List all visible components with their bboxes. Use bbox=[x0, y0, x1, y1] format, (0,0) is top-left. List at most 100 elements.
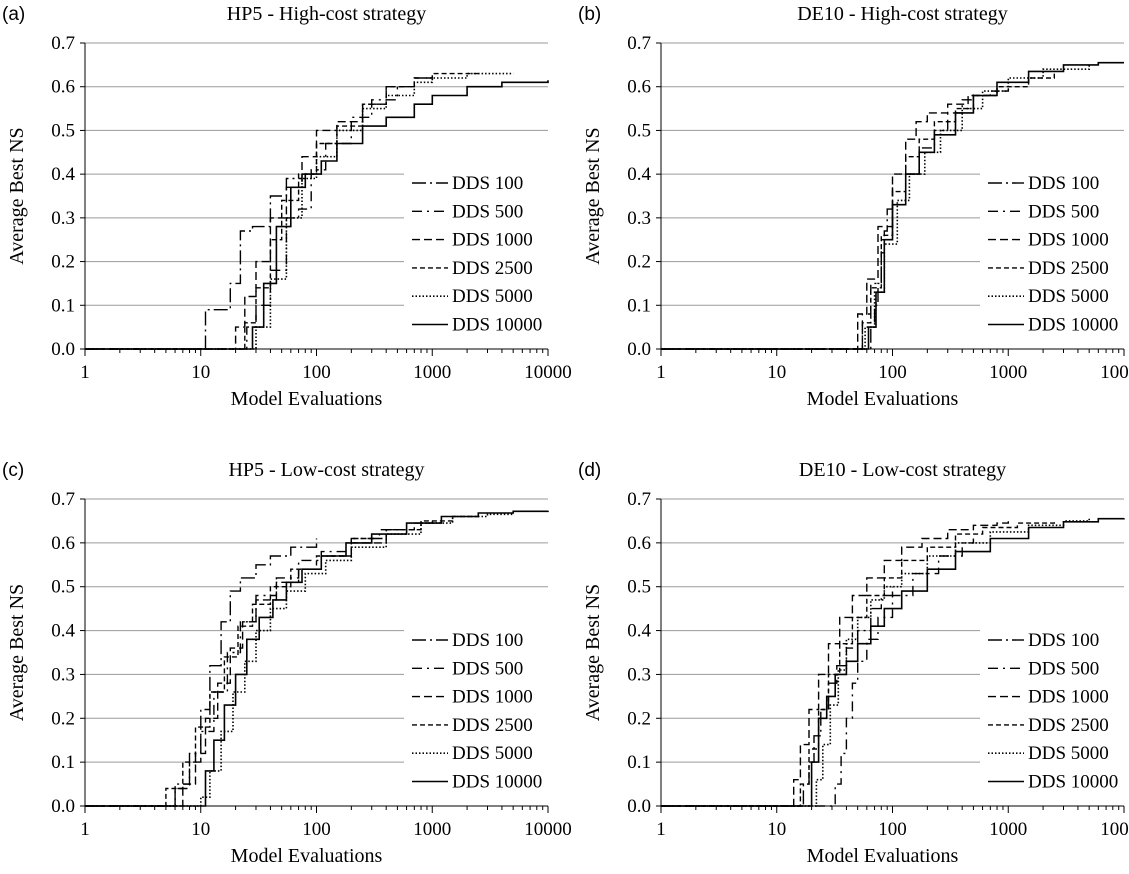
y-axis-label: Average Best NS bbox=[6, 584, 28, 721]
legend-entry: DDS 1000 bbox=[1028, 687, 1109, 708]
y-tick-label: 0.6 bbox=[627, 77, 651, 98]
legend-entry: DDS 5000 bbox=[1028, 743, 1109, 764]
x-tick-label: 10 bbox=[191, 362, 210, 383]
y-tick-label: 0.2 bbox=[51, 252, 75, 273]
y-tick-label: 0.7 bbox=[51, 489, 75, 510]
legend-entry: DDS 100 bbox=[1028, 630, 1099, 651]
chart-panel-3: 0.0 0.1 0.2 0.3 0.4 0.5 0.6 0.7 1 10 100 1000 10000 H… bbox=[2, 459, 572, 867]
legend-entry: DDS 1000 bbox=[1028, 230, 1109, 251]
y-tick-label: 0.4 bbox=[51, 164, 75, 185]
series-line-dds-10000 bbox=[85, 80, 549, 350]
y-tick-label: 0.4 bbox=[627, 621, 651, 642]
legend-entry: DDS 1000 bbox=[452, 230, 533, 251]
y-tick-label: 0.0 bbox=[51, 796, 75, 817]
x-tick-label: 10000 bbox=[524, 819, 572, 840]
series-line-dds-5000 bbox=[85, 72, 514, 350]
legend-entry: DDS 10000 bbox=[1028, 315, 1118, 336]
legend-entry: DDS 500 bbox=[452, 658, 523, 679]
series-line-dds-1000 bbox=[661, 86, 1009, 350]
y-tick-label: 0.4 bbox=[51, 621, 75, 642]
y-tick-label: 0.4 bbox=[627, 164, 651, 185]
series-line-dds-10000 bbox=[661, 517, 1125, 807]
y-tick-label: 0.3 bbox=[51, 664, 75, 685]
x-tick-label: 1 bbox=[656, 362, 666, 383]
y-tick-label: 0.2 bbox=[51, 708, 75, 729]
x-tick-label: 1 bbox=[656, 819, 666, 840]
series-line-dds-100 bbox=[661, 187, 894, 350]
x-axis-label: Model Evaluations bbox=[807, 388, 959, 410]
y-tick-label: 0.7 bbox=[51, 33, 75, 54]
x-axis-label: Model Evaluations bbox=[231, 845, 383, 867]
legend-entry: DDS 500 bbox=[452, 201, 523, 222]
y-tick-label: 0.6 bbox=[51, 77, 75, 98]
series-line-dds-10000 bbox=[661, 61, 1124, 350]
y-tick-label: 0.3 bbox=[51, 208, 75, 229]
series-line-dds-100 bbox=[85, 538, 318, 807]
series-line-dds-2500 bbox=[661, 520, 1055, 807]
x-axis-label: Model Evaluations bbox=[231, 388, 383, 410]
legend-entry: DDS 10000 bbox=[452, 772, 542, 793]
series-line-dds-100 bbox=[85, 173, 317, 350]
x-tick-label: 10000 bbox=[1100, 362, 1129, 383]
series-line-dds-1000 bbox=[85, 73, 433, 350]
legend-box bbox=[404, 630, 554, 800]
y-tick-label: 0.5 bbox=[627, 120, 651, 141]
y-tick-label: 0.2 bbox=[627, 252, 651, 273]
legend-entry: DDS 5000 bbox=[1028, 286, 1109, 307]
y-tick-label: 0.1 bbox=[51, 295, 75, 316]
legend-entry: DDS 10000 bbox=[452, 315, 542, 336]
y-tick-label: 0.3 bbox=[627, 208, 651, 229]
series-line-dds-2500 bbox=[85, 514, 479, 807]
series-line-dds-1000 bbox=[85, 520, 433, 807]
legend-entry: DDS 10000 bbox=[1028, 772, 1118, 793]
x-axis-label: Model Evaluations bbox=[807, 845, 959, 867]
y-tick-label: 0.6 bbox=[51, 533, 75, 554]
chart-title: HP5 - Low-cost strategy bbox=[228, 459, 424, 481]
legend-entry: DDS 2500 bbox=[452, 715, 533, 736]
y-tick-label: 0.1 bbox=[627, 752, 651, 773]
x-tick-label: 1000 bbox=[989, 819, 1027, 840]
y-tick-label: 0.3 bbox=[627, 664, 651, 685]
legend-entry: DDS 100 bbox=[452, 173, 523, 194]
chart-title: DE10 - High-cost strategy bbox=[797, 3, 1008, 25]
legend-entry: DDS 500 bbox=[1028, 658, 1099, 679]
series-line-dds-500 bbox=[85, 525, 399, 807]
chart-panel-2: 0.0 0.1 0.2 0.3 0.4 0.5 0.6 0.7 1 10 100 1000 10000 D… bbox=[578, 3, 1129, 410]
series-line-dds-5000 bbox=[661, 518, 1090, 807]
legend-entry: DDS 500 bbox=[1028, 201, 1099, 222]
legend-box bbox=[980, 173, 1129, 343]
y-tick-label: 0.7 bbox=[627, 489, 651, 510]
panel-label: (c) bbox=[2, 460, 24, 481]
x-tick-label: 10 bbox=[191, 819, 210, 840]
x-tick-label: 10000 bbox=[524, 362, 572, 383]
y-tick-label: 0.1 bbox=[627, 295, 651, 316]
series-line-dds-2500 bbox=[85, 72, 479, 350]
x-tick-label: 1 bbox=[80, 362, 90, 383]
y-tick-label: 0.0 bbox=[51, 339, 75, 360]
panel-label: (a) bbox=[2, 4, 25, 25]
y-tick-label: 0.5 bbox=[51, 120, 75, 141]
chart-panel-1: 0.0 0.1 0.2 0.3 0.4 0.5 0.6 0.7 1 10 100 1000 10000 H… bbox=[2, 3, 572, 410]
series-line-dds-10000 bbox=[85, 510, 549, 807]
y-tick-label: 0.0 bbox=[627, 339, 651, 360]
y-tick-label: 0.0 bbox=[627, 796, 651, 817]
x-tick-label: 1000 bbox=[413, 362, 451, 383]
series-line-dds-1000 bbox=[661, 520, 1009, 807]
y-axis-label: Average Best NS bbox=[582, 127, 604, 264]
legend-entry: DDS 5000 bbox=[452, 286, 533, 307]
x-tick-label: 100 bbox=[302, 362, 331, 383]
series-line-dds-500 bbox=[661, 91, 975, 350]
chart-panel-4: 0.0 0.1 0.2 0.3 0.4 0.5 0.6 0.7 1 10 100 1000 10000 D… bbox=[578, 459, 1129, 867]
chart-title: HP5 - High-cost strategy bbox=[227, 3, 426, 25]
x-tick-label: 100 bbox=[302, 819, 331, 840]
series-line-dds-5000 bbox=[661, 64, 1090, 350]
legend-entry: DDS 2500 bbox=[1028, 258, 1109, 279]
panel-label: (d) bbox=[578, 460, 601, 481]
legend-entry: DDS 100 bbox=[452, 630, 523, 651]
x-tick-label: 100 bbox=[878, 819, 907, 840]
series-line-dds-500 bbox=[661, 538, 975, 807]
legend-entry: DDS 2500 bbox=[1028, 715, 1109, 736]
legend-entry: DDS 2500 bbox=[452, 258, 533, 279]
y-tick-label: 0.5 bbox=[51, 577, 75, 598]
